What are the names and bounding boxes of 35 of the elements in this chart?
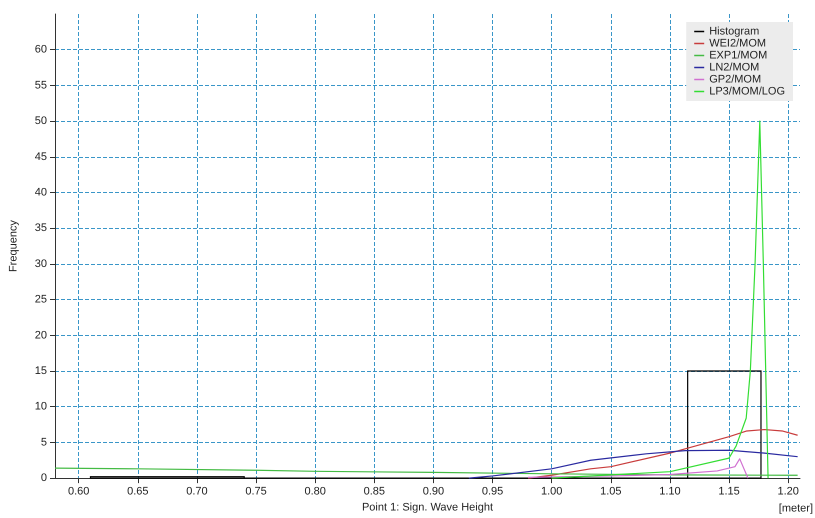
x-tick-label: 1.05 [600,486,622,498]
x-tick-label: 0.95 [482,486,504,498]
y-tick-label: 40 [34,186,47,198]
y-tick-label: 60 [34,44,47,56]
x-axis-title: Point 1: Sign. Wave Height [362,502,494,514]
y-tick-label: 20 [34,329,47,342]
y-tick-label: 45 [34,150,47,163]
legend-label: EXP1/MOM [709,50,768,62]
y-tick-label: 0 [40,472,47,484]
legend-label: LN2/MOM [709,62,760,74]
y-tick-label: 55 [34,79,47,92]
y-tick-label: 25 [34,294,47,306]
x-tick-label: 0.75 [245,486,267,498]
text: [meter] [778,502,814,514]
y-tick-label: 10 [34,400,47,413]
x-tick-label: 0.80 [304,486,326,498]
y-axis-title: Frequency [8,220,20,272]
y-tick-label: 15 [34,365,47,377]
x-tick-label: 0.65 [127,486,148,498]
y-tick-label: 5 [40,436,47,448]
legend-label: GP2/MOM [709,74,762,86]
x-tick-label: 1.00 [540,486,562,498]
x-tick-label: 0.60 [68,486,90,498]
y-tick-label: 30 [34,258,47,270]
y-tick-label: 50 [34,115,47,128]
legend-label: Histogram [709,26,760,38]
legend-label: WEI2/MOM [709,38,766,50]
x-tick-label: 1.10 [659,486,681,498]
x-tick-label: 1.20 [777,486,799,498]
legend-label: LP3/MOM/LOG [709,86,785,98]
x-tick-label: 1.15 [718,486,740,498]
x-tick-label: 0.90 [422,486,444,498]
x-tick-label: 0.70 [186,486,208,498]
x-tick-label: 0.85 [364,486,385,498]
y-tick-label: 35 [34,222,47,234]
